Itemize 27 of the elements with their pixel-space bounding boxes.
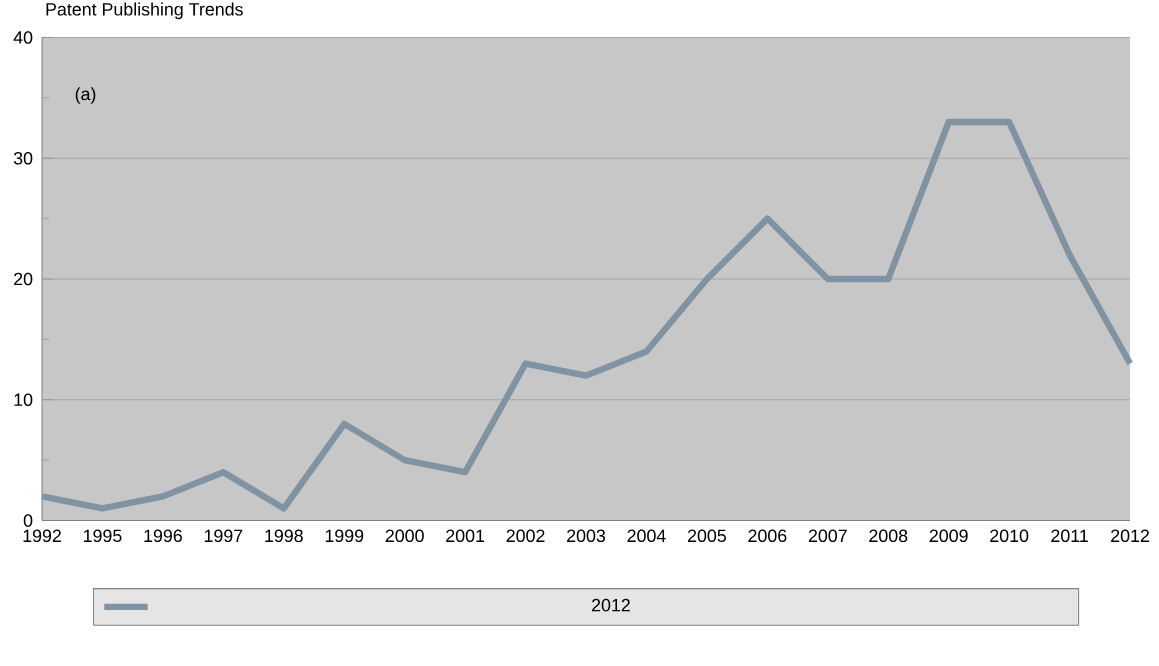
x-tick-label: 2010 — [990, 529, 1029, 543]
x-tick-label: 2000 — [385, 529, 424, 543]
x-tick-label: 2007 — [808, 529, 847, 543]
x-tick-label: 2009 — [929, 529, 968, 543]
annotation: (a) — [75, 87, 96, 104]
chart-title: Patent Publishing Trends — [46, 2, 243, 20]
x-tick-label: 1992 — [23, 529, 61, 543]
x-tick-label: 2012 — [1111, 529, 1149, 543]
y-tick-label: 0 — [23, 514, 33, 528]
x-tick-label: 2011 — [1051, 529, 1088, 543]
x-tick-label: 2008 — [869, 529, 908, 543]
x-tick-label: 2002 — [506, 529, 545, 543]
y-tick-label: 40 — [13, 31, 33, 44]
x-tick-label: 2004 — [627, 529, 666, 543]
x-tick-label: 2006 — [748, 529, 787, 543]
x-tick-label: 1995 — [84, 529, 122, 543]
x-tick-label: 1996 — [144, 529, 182, 543]
y-tick-label: 10 — [14, 393, 33, 407]
y-tick-label: 20 — [14, 272, 33, 286]
x-tick-label: 2005 — [687, 529, 726, 543]
y-tick-label: 30 — [13, 152, 33, 165]
x-tick-label: 1997 — [204, 529, 243, 543]
x-tick-label: 2003 — [567, 529, 606, 543]
text: 2012 — [592, 599, 630, 612]
x-tick-label: 2001 — [446, 529, 485, 543]
x-tick-label: 1998 — [265, 529, 303, 543]
x-tick-label: 1999 — [325, 529, 364, 543]
